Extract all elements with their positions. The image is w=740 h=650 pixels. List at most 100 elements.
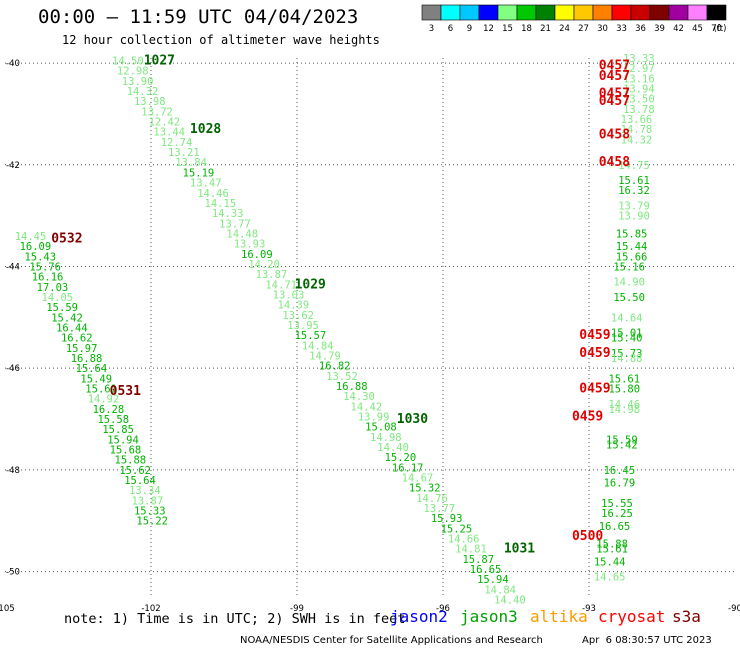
wave-height-label: 13.87 [132, 495, 164, 507]
legend-label: 45 [692, 24, 703, 34]
wave-height-label: 15.42 [51, 312, 83, 324]
wave-height-label: 14.33 [212, 208, 244, 220]
credit-text: NOAA/NESDIS Center for Satellite Applica… [240, 635, 543, 646]
legend-swatch [611, 4, 632, 21]
pass-label: 0457 [599, 94, 630, 109]
wave-height-label: 14.15 [205, 198, 237, 210]
wave-height-label: 13.79 [618, 200, 650, 212]
legend-swatch [478, 4, 499, 21]
wave-height-label: 16.32 [618, 185, 650, 197]
legend-label: 6 [448, 24, 453, 34]
wave-height-label: 14.40 [494, 595, 526, 607]
pass-label: 0532 [51, 232, 82, 247]
legend-label: 27 [578, 24, 589, 34]
wave-height-label: 15.42 [606, 439, 638, 451]
legend-label: 33 [616, 24, 627, 34]
wave-height-label: 13.16 [623, 73, 655, 85]
wave-height-label: 15.85 [616, 228, 648, 240]
pass-label: 0531 [110, 384, 141, 399]
wave-height-label: 13.90 [618, 211, 650, 223]
wave-height-label: 15.93 [431, 513, 463, 525]
legend-swatch [630, 4, 651, 21]
wave-height-label: 14.76 [416, 493, 448, 505]
legend-swatch [440, 4, 461, 21]
wave-height-label: 14.66 [448, 534, 480, 546]
wave-height-label: 15.61 [608, 373, 640, 385]
wave-height-label: 14.50 [112, 56, 144, 68]
wave-height-label: 14.42 [351, 401, 383, 413]
wave-height-label: 14.39 [278, 300, 310, 312]
wave-height-label: 14.64 [611, 312, 643, 324]
wave-height-label: 15.61 [85, 384, 117, 396]
wave-height-label: 16.79 [604, 478, 636, 490]
wave-height-label: 14.05 [42, 292, 74, 304]
pass-label: 1031 [504, 542, 535, 557]
wave-height-label: 15.57 [295, 330, 327, 342]
wave-height-label: 15.61 [618, 175, 650, 187]
wave-height-label: 14.98 [370, 432, 402, 444]
wave-height-label: 13.95 [287, 320, 319, 332]
pass-label: 1027 [144, 54, 175, 69]
wave-height-label: 16.65 [599, 521, 631, 533]
wave-height-label: 15.19 [183, 167, 215, 179]
wave-height-label: 15.01 [611, 328, 643, 340]
wave-height-label: 13.77 [219, 218, 251, 230]
wave-height-label: 16.88 [71, 353, 103, 365]
lat-tick-label: -48 [6, 466, 20, 476]
wave-height-label: 13.99 [358, 411, 390, 423]
wave-height-label: 16.44 [56, 323, 88, 335]
pass-label: 0457 [599, 69, 630, 84]
wave-height-label: 15.68 [110, 445, 142, 457]
wave-height-label: 14.20 [248, 259, 280, 271]
wave-height-label: 14.88 [611, 353, 643, 365]
wave-height-label: 13.98 [134, 96, 166, 108]
wave-height-label: 15.94 [477, 574, 509, 586]
wave-height-label: 15.44 [594, 556, 626, 568]
wave-height-label: 15.49 [80, 373, 112, 385]
wave-height-label: 14.90 [613, 277, 645, 289]
legend-swatch [573, 4, 594, 21]
satellite-name-altika: altika [530, 607, 588, 626]
pass-label: 1029 [295, 277, 326, 292]
legend-label: 3 [429, 24, 434, 34]
timestamp-text: Apr 6 08:30:57 UTC 2023 [582, 635, 712, 646]
wave-height-label: 15.94 [107, 434, 139, 446]
legend-swatch [668, 4, 689, 21]
wave-height-label: 14.84 [484, 584, 516, 596]
satellite-name-jason2: jason2 [390, 607, 448, 626]
legend-swatch [516, 4, 537, 21]
wave-height-label: 14.40 [377, 442, 409, 454]
wave-height-label: 14.32 [621, 134, 653, 146]
wave-height-label: 14.98 [608, 404, 640, 416]
lon-tick-label: -99 [290, 604, 304, 614]
satellite-name-cryosat: cryosat [598, 607, 666, 626]
wave-height-label: 13.44 [153, 127, 185, 139]
wave-height-label: 16.88 [336, 381, 368, 393]
wave-height-label: 15.44 [616, 241, 648, 253]
pass-label: 0457 [599, 87, 630, 102]
wave-height-label: 14.92 [88, 394, 120, 406]
wave-height-label: 15.62 [119, 465, 151, 477]
wave-height-label: 15.32 [409, 483, 441, 495]
wave-height-label: 13.66 [621, 114, 653, 126]
lon-tick-label: -90 [728, 604, 740, 614]
wave-height-label: 14.84 [302, 340, 334, 352]
wave-height-label: 17.03 [37, 282, 69, 294]
wave-height-label: 15.66 [616, 251, 648, 263]
wave-height-label: 12.42 [149, 117, 181, 129]
wave-height-label: 13.84 [175, 157, 207, 169]
wave-height-label: 16.09 [241, 249, 273, 261]
pass-label: 0459 [579, 328, 610, 343]
wave-height-label: 14.78 [621, 124, 653, 136]
pass-label: 0458 [599, 127, 630, 142]
wave-height-label: 15.22 [136, 516, 168, 528]
legend-unit: (ft) [714, 24, 727, 34]
wave-height-label: 15.61 [596, 544, 628, 556]
wave-height-label: 16.62 [61, 333, 93, 345]
legend-swatch [497, 4, 518, 21]
legend-label: 70 [711, 24, 722, 34]
wave-height-label: 13.90 [122, 76, 154, 88]
wave-height-label: 15.33 [134, 506, 166, 518]
wave-height-label: 13.87 [256, 269, 288, 281]
legend-label: 15 [502, 24, 513, 34]
